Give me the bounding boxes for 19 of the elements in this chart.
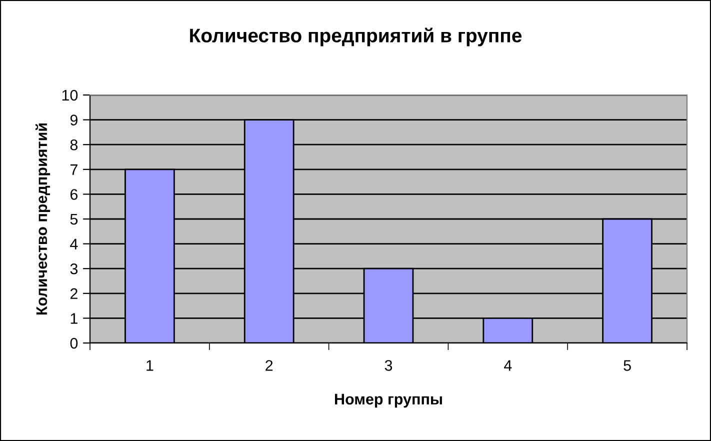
x-tick-label: 3 (384, 360, 392, 371)
y-tick-label: 6 (70, 189, 78, 200)
y-tick-label: 3 (70, 263, 78, 274)
y-tick-label: 8 (70, 139, 78, 150)
y-tick-label: 10 (62, 90, 78, 101)
chart-title: Количество предприятий в группе (190, 28, 522, 46)
y-tick-label: 7 (70, 164, 78, 175)
x-axis-title: Номер группы (335, 394, 442, 408)
y-tick-label: 5 (70, 214, 78, 225)
x-tick-label: 2 (266, 360, 273, 371)
y-tick-label: 1 (70, 313, 78, 324)
y-axis-title: Количество предприятий (36, 123, 50, 315)
y-tick-label: 2 (70, 288, 78, 299)
x-tick-label: 5 (624, 360, 631, 371)
x-tick-label: 1 (146, 360, 154, 371)
y-tick-label: 0 (70, 338, 78, 349)
y-tick-label: 4 (70, 238, 78, 250)
x-tick-label: 4 (504, 360, 512, 371)
y-tick-label: 9 (70, 114, 78, 126)
